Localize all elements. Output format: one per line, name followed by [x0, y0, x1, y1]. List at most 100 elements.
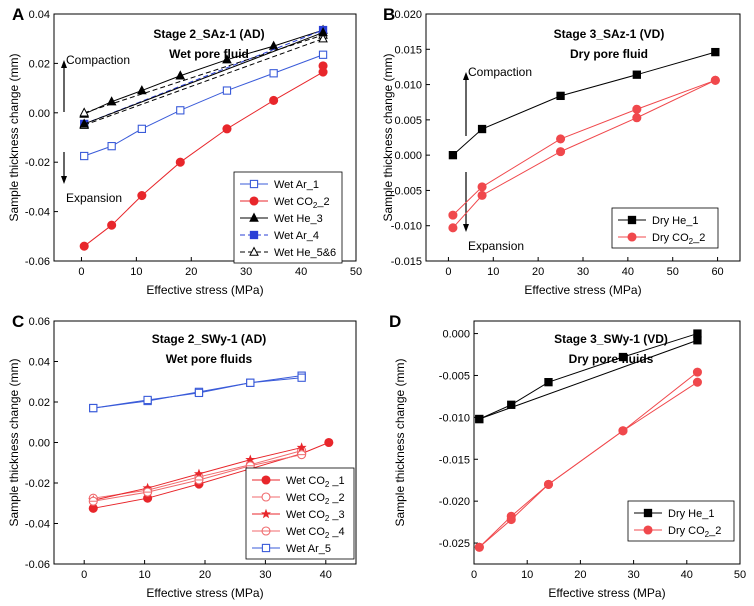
data-point: [107, 141, 116, 151]
y-tick-label: -0.06: [25, 559, 50, 571]
x-tick-label: 0: [471, 569, 477, 581]
legend-item: Wet CO2 _2: [252, 492, 345, 506]
data-point: [318, 50, 328, 59]
panel-letter: B: [383, 5, 395, 24]
plot-frame: [473, 320, 741, 565]
legend-marker: [249, 230, 259, 240]
legend-item: Wet CO2_2: [240, 196, 330, 210]
x-tick-label: 10: [487, 266, 499, 278]
data-point: [507, 400, 516, 409]
panel-letter: A: [12, 5, 24, 24]
data-point: [176, 106, 185, 115]
legend-label-main: Wet CO: [286, 475, 325, 487]
legend-label-main: Dry He_1: [668, 508, 714, 520]
legend: Wet Ar_1 Wet CO2_2 Wet He_3 Wet Ar_4 Wet He_…: [233, 171, 343, 264]
data-point: [79, 118, 90, 128]
x-tick-label: 0: [445, 266, 451, 278]
chart-subtitle: Dry pore fluids: [569, 352, 654, 366]
data-point: [318, 27, 328, 37]
series-2: [318, 61, 328, 71]
x-tick-label: 20: [532, 266, 544, 278]
legend-label-main: Wet Ar_5: [286, 543, 331, 555]
y-tick-label: 0.000: [442, 329, 470, 341]
expansion-arrow-head: [61, 176, 67, 184]
plot-frame: [53, 13, 357, 262]
legend-marker: [261, 492, 271, 502]
y-tick-label: -0.010: [439, 412, 470, 424]
compaction-label: Compaction: [468, 65, 532, 79]
legend-label: Wet CO2 _4: [286, 526, 345, 540]
legend-label: Wet Ar_5: [286, 543, 331, 555]
y-tick-label: 0.06: [29, 316, 50, 328]
y-tick-label: -0.020: [439, 496, 470, 508]
legend-label-main: Wet CO: [286, 526, 325, 538]
y-tick-label: 0.00: [29, 108, 50, 120]
y-tick-label: 0.000: [394, 150, 422, 162]
legend-label-subscript: 2: [325, 531, 330, 540]
data-point: [194, 388, 204, 398]
x-tick-label: 20: [199, 569, 211, 581]
x-tick-label: 20: [185, 266, 197, 278]
legend-marker: [249, 196, 259, 206]
data-point: [693, 336, 702, 345]
data-point: [318, 33, 328, 43]
x-axis-label: Effective stress (MPa): [548, 586, 665, 600]
legend-label: Wet He_3: [274, 213, 323, 225]
legend-label: Wet Ar_1: [274, 179, 319, 191]
y-tick-label: 0.00: [29, 438, 50, 450]
legend-label-main: Dry CO: [652, 232, 689, 244]
x-tick-label: 10: [138, 569, 150, 581]
expansion-label: Expansion: [468, 239, 524, 253]
x-tick-label: 50: [350, 266, 362, 278]
y-tick-label: 0.02: [29, 397, 50, 409]
data-point: [89, 403, 98, 413]
x-tick-label: 0: [81, 569, 87, 581]
chart-title: Stage 3_SWy-1 (VD): [554, 332, 668, 346]
x-tick-label: 50: [734, 569, 746, 581]
legend-marker: [249, 246, 259, 256]
x-tick-label: 10: [130, 266, 142, 278]
data-point: [137, 124, 147, 134]
legend-item: Dry He_1: [618, 215, 698, 227]
data-point: [692, 377, 702, 387]
series-line: [83, 29, 324, 115]
x-axis-label: Effective stress (MPa): [146, 586, 263, 600]
legend-item: Dry CO2_2: [618, 232, 705, 246]
legend-label: Wet CO2 _2: [286, 492, 345, 506]
data-point: [448, 150, 458, 160]
y-tick-label: -0.04: [25, 519, 50, 531]
legend-marker: [249, 179, 259, 189]
data-point: [477, 124, 487, 134]
legend-label-main: Dry CO: [668, 525, 705, 537]
legend-label-suffix: _2: [708, 525, 721, 537]
data-point: [296, 442, 307, 452]
data-point: [710, 75, 720, 85]
data-point: [475, 414, 484, 424]
legend-item: Wet Ar_4: [240, 230, 319, 242]
series-0: [448, 47, 720, 160]
data-point: [506, 515, 516, 525]
chart-title: Stage 2_SAz-1 (AD): [153, 27, 264, 41]
y-axis-label: Sample thickness change (mm): [7, 53, 21, 221]
legend-item: Wet CO2 _1: [252, 475, 345, 489]
legend-marker: [643, 525, 653, 535]
legend-label-subscript: 2: [325, 480, 330, 489]
x-axis-label: Effective stress (MPa): [524, 283, 641, 297]
data-point: [543, 479, 554, 489]
series-4: [80, 25, 328, 129]
data-point: [692, 367, 702, 377]
series-5: [79, 29, 328, 117]
series-line: [479, 339, 698, 420]
legend-label: Dry CO2_2: [668, 525, 721, 539]
panel-d: 0 10 20 30 40 50 -0.025 -0.020 -0.015 -0.010 -0.00…: [389, 312, 746, 600]
y-tick-label: 0.005: [394, 115, 422, 127]
legend-box: [627, 500, 735, 542]
data-point: [143, 395, 152, 405]
data-point: [556, 147, 566, 157]
data-point: [297, 373, 306, 382]
x-tick-label: 10: [521, 569, 533, 581]
x-axis-label: Effective stress (MPa): [146, 283, 263, 297]
data-point: [175, 70, 186, 80]
data-point: [448, 210, 458, 220]
